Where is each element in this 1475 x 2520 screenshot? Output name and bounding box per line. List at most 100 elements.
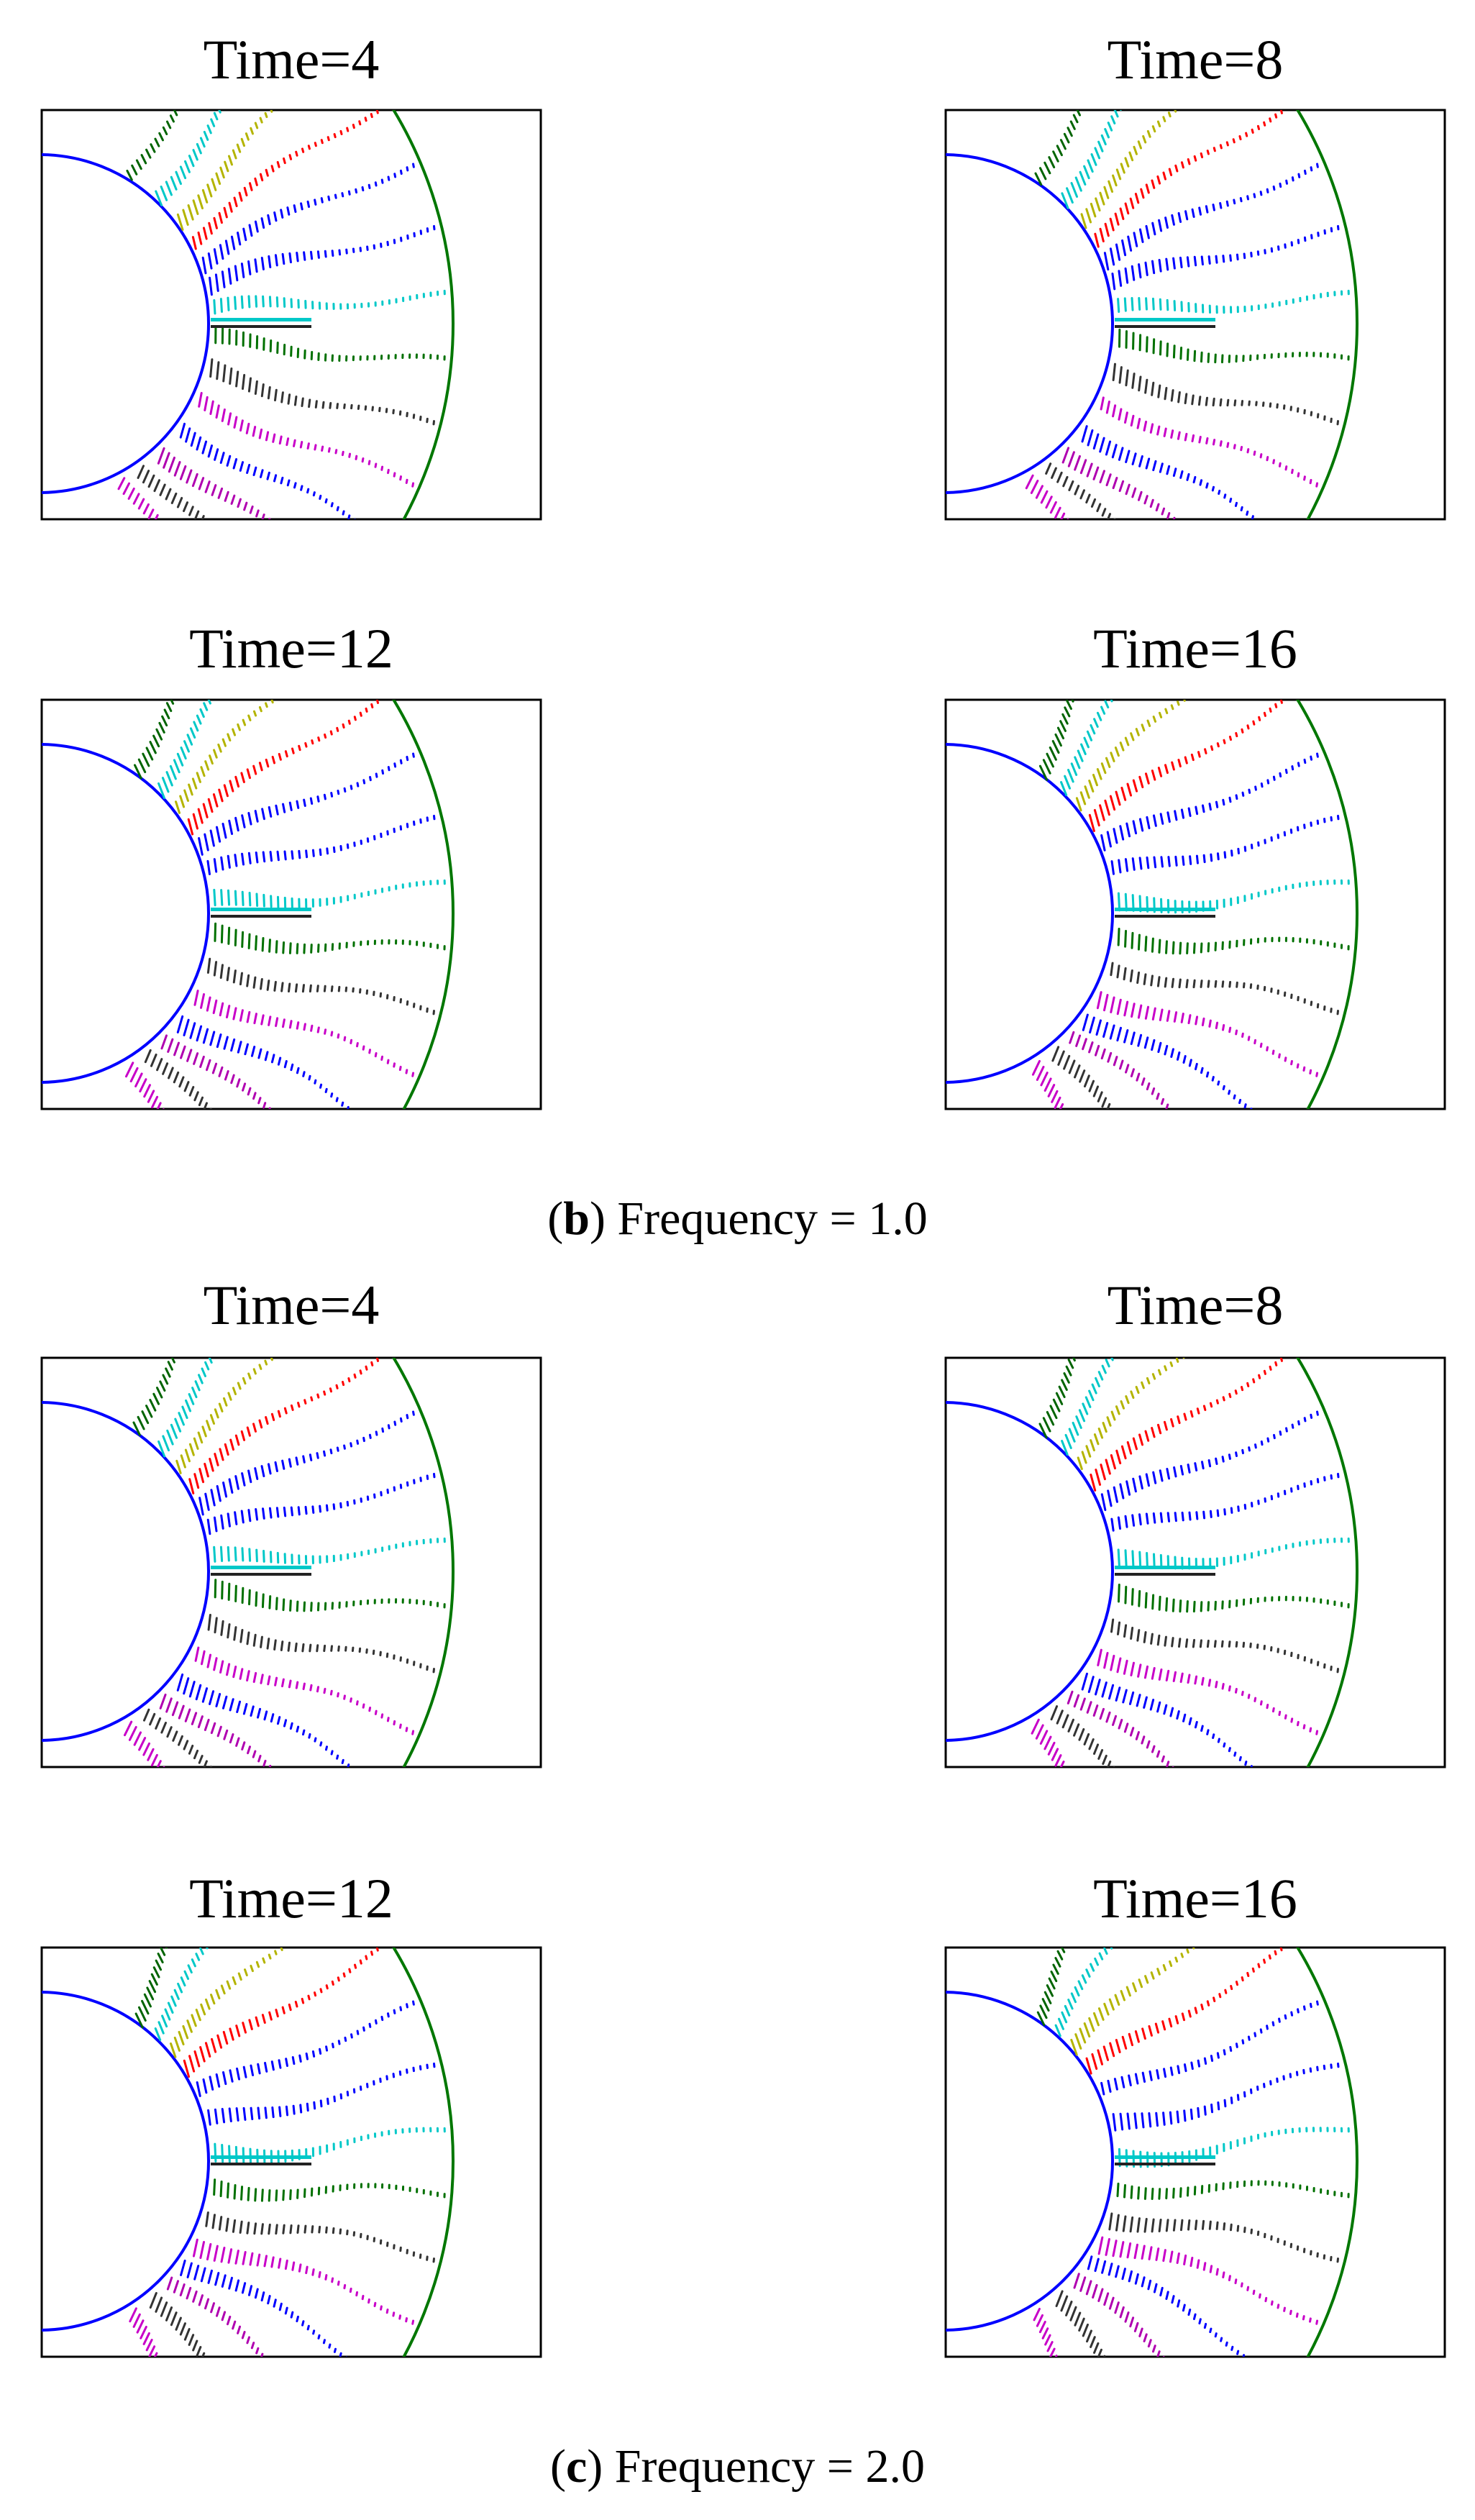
- streamline-6: [207, 2062, 436, 2126]
- panel-frame: [40, 109, 542, 521]
- streamline-4: [191, 110, 379, 250]
- streamline-11: [180, 2259, 348, 2357]
- streamline-9: [206, 957, 435, 1015]
- panel-frame: [944, 1356, 1446, 1768]
- streamline-12: [166, 2276, 264, 2357]
- streamline-10: [1096, 991, 1319, 1077]
- panel-6: [944, 1356, 1446, 1768]
- streamline-13: [137, 465, 205, 519]
- streamline-10: [192, 2238, 415, 2325]
- streamline-2: [1054, 1948, 1113, 2037]
- streamline-2: [1060, 700, 1113, 796]
- streamline-7: [213, 289, 446, 315]
- streamline-3: [176, 110, 273, 231]
- panel-frame: [944, 1946, 1446, 2358]
- plate-lower: [211, 2163, 311, 2165]
- plate-lower: [1115, 915, 1215, 918]
- streamline-1: [1034, 110, 1082, 186]
- streamline-14: [1025, 474, 1069, 519]
- streamline-12: [1067, 1690, 1174, 1767]
- outer-boundary-arc: [391, 1358, 455, 1767]
- panel-title-6: Time=8: [1107, 1274, 1284, 1336]
- plate-upper: [1115, 318, 1215, 321]
- streamline-2: [1061, 110, 1122, 209]
- plate-upper: [1115, 2155, 1215, 2159]
- plate-upper: [1115, 908, 1215, 911]
- streamline-12: [1061, 447, 1176, 519]
- caption-b: (b) Frequency = 1.0: [547, 1192, 928, 1245]
- streamline-12: [157, 447, 271, 519]
- panel-4: [944, 698, 1446, 1110]
- plate-upper: [211, 908, 311, 911]
- streamline-5: [1100, 1410, 1319, 1512]
- streamline-10: [1097, 2236, 1319, 2325]
- inner-cylinder-arc: [946, 743, 1114, 1084]
- streamline-14: [117, 477, 159, 519]
- streamline-5: [198, 1410, 415, 1516]
- streamline-10: [194, 1646, 415, 1735]
- streamline-13: [142, 1708, 212, 1767]
- streamline-1: [133, 700, 175, 780]
- streamline-9: [209, 358, 435, 426]
- panel-title-3: Time=12: [189, 617, 393, 680]
- panel-3: [40, 698, 542, 1110]
- streamline-4: [1085, 1948, 1283, 2075]
- outer-boundary-arc: [391, 1948, 455, 2357]
- streamline-12: [1069, 1031, 1169, 1109]
- streamline-8: [1116, 2180, 1350, 2201]
- streamline-10: [1100, 396, 1319, 488]
- streamline-4: [1090, 1358, 1283, 1492]
- streamline-5: [196, 2000, 415, 2097]
- streamline-14: [1031, 1059, 1064, 1109]
- panel-title-5: Time=4: [203, 1274, 380, 1336]
- panel-frame: [944, 698, 1446, 1110]
- streamline-11: [1082, 1013, 1253, 1109]
- streamline-11: [179, 422, 356, 519]
- streamline-9: [205, 2211, 435, 2263]
- streamline-9: [1112, 362, 1339, 426]
- streamline-6: [1112, 2062, 1340, 2132]
- panel-title-4: Time=16: [1093, 617, 1297, 680]
- streamline-7: [213, 879, 446, 909]
- streamline-9: [1110, 962, 1339, 1015]
- streamline-7: [1117, 289, 1350, 314]
- streamline-2: [157, 1358, 213, 1458]
- streamline-14: [1033, 2307, 1058, 2357]
- streamline-1: [1036, 1948, 1066, 2027]
- plate-lower: [1115, 325, 1215, 328]
- streamline-8: [1117, 927, 1350, 955]
- streamline-8: [1117, 1584, 1350, 1613]
- streamline-1: [1038, 1358, 1076, 1439]
- panel-frame: [944, 109, 1446, 521]
- streamline-7: [1118, 2127, 1350, 2168]
- inner-cylinder-arc: [42, 1401, 210, 1742]
- streamline-7: [1117, 879, 1350, 914]
- streamline-11: [1081, 1672, 1253, 1767]
- outer-boundary-arc: [391, 110, 455, 519]
- streamline-13: [1055, 2290, 1106, 2357]
- streamline-14: [123, 1720, 165, 1767]
- streamline-4: [1094, 110, 1283, 248]
- streamline-5: [1100, 752, 1319, 852]
- streamline-8: [214, 1579, 446, 1612]
- streamline-1: [132, 1358, 175, 1436]
- outer-boundary-arc: [1295, 1358, 1358, 1767]
- panel-2: [944, 109, 1446, 521]
- streamline-3: [1075, 700, 1186, 812]
- streamline-6: [206, 814, 436, 875]
- streamline-10: [198, 392, 415, 488]
- streamline-6: [209, 224, 436, 296]
- plate-upper: [211, 2155, 311, 2159]
- streamline-1: [126, 110, 178, 181]
- streamline-11: [176, 1673, 350, 1767]
- outer-boundary-arc: [391, 700, 455, 1109]
- inner-cylinder-arc: [946, 153, 1114, 494]
- streamline-3: [169, 1948, 283, 2058]
- streamline-4: [187, 700, 379, 836]
- streamline-2: [154, 1948, 209, 2042]
- streamline-13: [149, 2291, 206, 2357]
- panel-title-2: Time=8: [1107, 28, 1284, 91]
- streamline-9: [1108, 2212, 1339, 2263]
- streamline-9: [207, 1613, 435, 1674]
- streamline-2: [157, 700, 211, 799]
